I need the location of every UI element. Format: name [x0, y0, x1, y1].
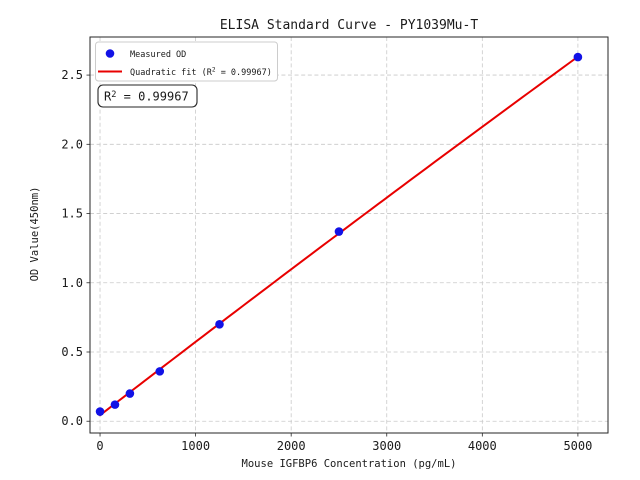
- tick-labels: 0 1000 2000 3000 4000 5000 0.0 0.5 1.0 1.5 2.0 2.5: [61, 68, 592, 453]
- legend-box: [95, 41, 278, 82]
- legend: Measured OD Quadratic fit (R2 = 0.99967): [95, 41, 278, 82]
- y-tick-label: 0.0: [61, 414, 83, 428]
- chart-title: ELISA Standard Curve - PY1039Mu-T: [220, 18, 478, 33]
- legend-marker-dot: [105, 49, 115, 58]
- r-squared-annotation: R2 = 0.99967: [97, 84, 198, 108]
- x-axis-label: Mouse IGFBP6 Concentration (pg/mL): [242, 458, 457, 470]
- data-point: [110, 400, 120, 409]
- x-tick-label: 3000: [372, 439, 401, 453]
- plot-border: [89, 36, 609, 434]
- legend-label-measured-od: Measured OD: [130, 50, 186, 60]
- annotation-text: R2 = 0.99967: [104, 90, 189, 104]
- x-tick-label: 5000: [563, 439, 592, 453]
- y-tick-label: 2.5: [61, 68, 83, 82]
- data-point: [215, 320, 224, 329]
- x-tick-label: 0: [96, 439, 103, 453]
- series: [95, 52, 583, 417]
- grid: [90, 37, 608, 433]
- x-tick-label: 1000: [181, 439, 210, 453]
- y-axis-label: OD Value(450nm): [29, 187, 41, 282]
- annotation-box: [97, 84, 198, 108]
- data-point: [95, 407, 105, 416]
- legend-label-quadratic-fit: Quadratic fit (R2 = 0.99967): [130, 67, 272, 79]
- y-tick-label: 2.0: [61, 137, 83, 151]
- data-point: [334, 227, 344, 236]
- data-point: [573, 52, 583, 62]
- ticks: [86, 74, 579, 437]
- data-point: [125, 389, 135, 398]
- x-tick-label: 2000: [277, 439, 306, 453]
- x-tick-label: 4000: [468, 439, 497, 453]
- data-point: [155, 367, 165, 376]
- y-tick-label: 0.5: [61, 345, 83, 359]
- y-tick-label: 1.5: [61, 207, 83, 221]
- y-tick-label: 1.0: [61, 276, 83, 290]
